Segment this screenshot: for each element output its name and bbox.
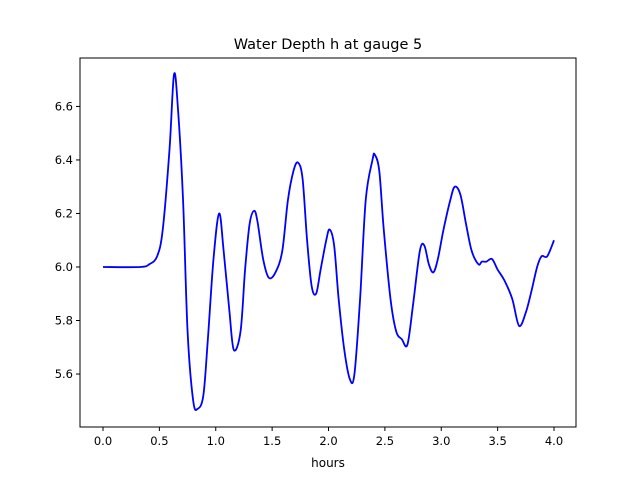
x-tick-label: 2.5	[376, 434, 394, 448]
plot-area	[79, 57, 577, 428]
x-axis-label: hours	[311, 456, 345, 470]
x-tick-label: 1.5	[263, 434, 281, 448]
y-tick-label: 6.0	[55, 260, 73, 274]
y-tick-label: 5.8	[55, 314, 73, 328]
x-tick-label: 0.0	[94, 434, 112, 448]
x-tick-label: 0.5	[150, 434, 168, 448]
x-tick-label: 3.5	[488, 434, 506, 448]
y-tick-label: 6.2	[55, 206, 73, 220]
chart-title: Water Depth h at gauge 5	[234, 37, 422, 53]
x-tick-label: 3.0	[432, 434, 450, 448]
y-tick-label: 6.6	[55, 99, 73, 113]
x-axis: 0.0 0.5 1.0 1.5 2.0 2.5 3.0 3.5 4.0	[94, 427, 563, 448]
x-tick-label: 4.0	[545, 434, 563, 448]
y-tick-label: 5.6	[55, 367, 73, 381]
x-tick-label: 1.0	[207, 434, 225, 448]
axes-frame	[79, 57, 577, 428]
y-axis: 5.6 5.8 6.0 6.2 6.4 6.6	[55, 99, 80, 381]
series-line-h	[103, 72, 555, 411]
x-tick-label: 2.0	[319, 434, 337, 448]
y-tick-label: 6.4	[55, 153, 73, 167]
